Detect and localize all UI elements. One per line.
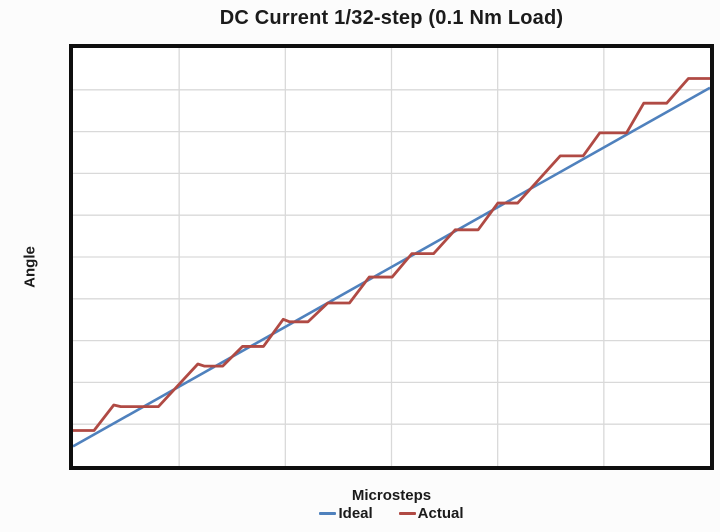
actual-line-swatch-icon xyxy=(398,512,416,515)
legend-item-actual: Actual xyxy=(398,505,464,522)
plot-area xyxy=(69,44,714,470)
legend-label-ideal: Ideal xyxy=(338,505,373,522)
plot-svg xyxy=(73,48,710,466)
legend-label-actual: Actual xyxy=(417,505,464,522)
legend: Ideal Actual xyxy=(69,505,714,522)
x-axis-label: Microsteps xyxy=(351,487,432,504)
ideal-line-swatch-icon xyxy=(319,512,337,515)
y-axis-label: Angle xyxy=(21,246,39,288)
chart-title: DC Current 1/32-step (0.1 Nm Load) xyxy=(219,7,564,29)
legend-item-ideal: Ideal xyxy=(319,505,373,522)
